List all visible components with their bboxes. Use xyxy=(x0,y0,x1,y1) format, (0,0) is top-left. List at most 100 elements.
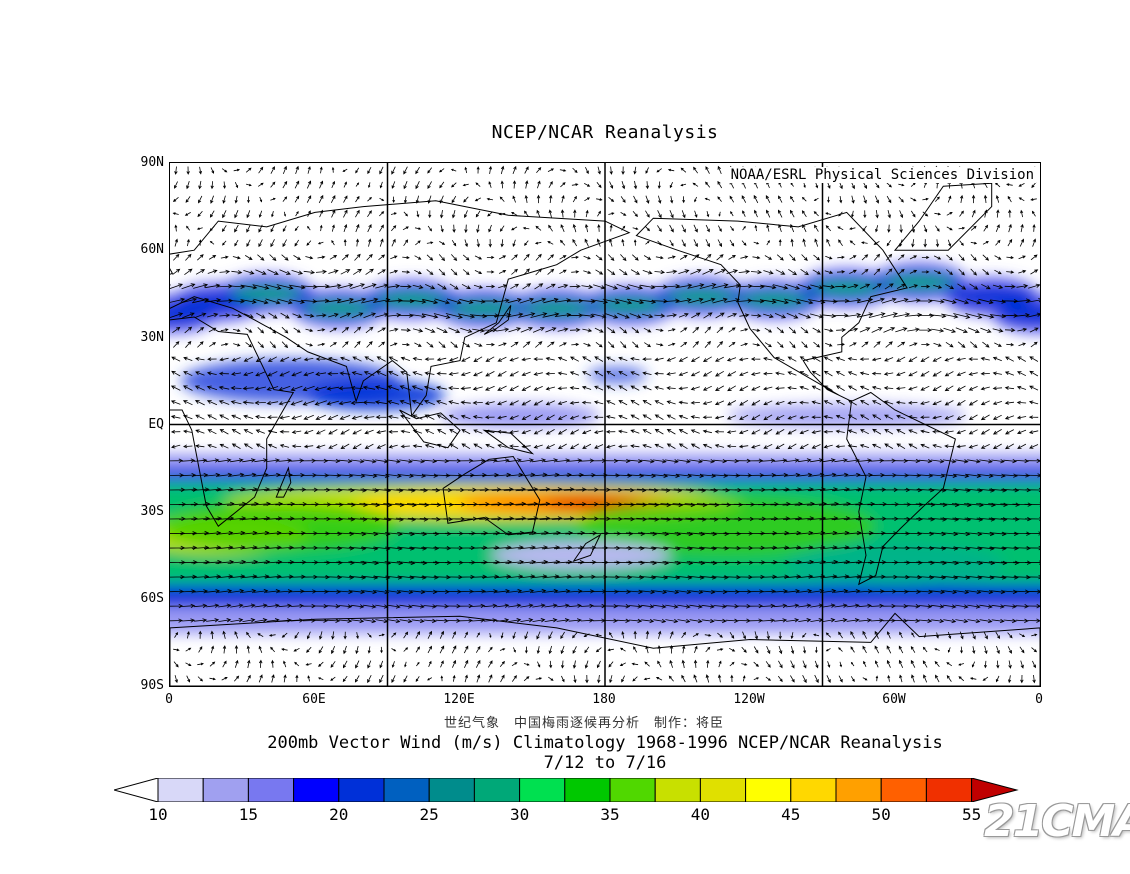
wind-vector-arrow xyxy=(219,357,229,362)
wind-vector-arrow xyxy=(400,444,410,449)
wind-vector-arrow xyxy=(232,328,241,332)
wind-vector-arrow xyxy=(690,356,700,362)
wind-vector-arrow xyxy=(524,194,528,203)
wind-vector-arrow xyxy=(194,618,208,623)
wind-vector-arrow xyxy=(621,238,625,247)
wind-vector-arrow xyxy=(1029,356,1039,362)
wind-vector-arrow xyxy=(257,182,264,187)
wind-vector-arrow xyxy=(702,370,712,377)
wind-vector-arrow xyxy=(450,341,458,348)
wind-vector-arrow xyxy=(942,298,957,304)
wind-vector-arrow xyxy=(687,283,705,289)
wind-vector-arrow xyxy=(1001,531,1019,536)
wind-vector-arrow xyxy=(314,386,327,391)
wind-vector-arrow xyxy=(907,327,920,332)
wind-vector-arrow xyxy=(763,414,773,421)
wind-vector-arrow xyxy=(1032,238,1037,247)
wind-vector-arrow xyxy=(219,414,229,420)
wind-vector-arrow xyxy=(790,195,795,203)
wind-vector-arrow xyxy=(210,167,215,174)
wind-vector-arrow xyxy=(1026,589,1040,594)
wind-vector-arrow xyxy=(451,195,457,204)
wind-vector-arrow xyxy=(694,210,698,218)
wind-vector-arrow xyxy=(536,194,541,204)
wind-vector-arrow xyxy=(643,327,652,333)
wind-vector-arrow xyxy=(921,270,930,274)
wind-vector-arrow xyxy=(1027,312,1040,318)
wind-vector-arrow xyxy=(535,225,542,231)
wind-vector-arrow xyxy=(364,356,374,362)
wind-vector-arrow xyxy=(923,633,927,639)
wind-vector-arrow xyxy=(367,675,372,684)
wind-vector-arrow xyxy=(702,385,712,391)
wind-vector-arrow xyxy=(717,196,722,202)
wind-vector-arrow xyxy=(764,342,772,348)
wind-vector-arrow xyxy=(775,371,785,376)
wind-vector-arrow xyxy=(884,283,894,290)
wind-vector-arrow xyxy=(183,356,193,361)
wind-vector-arrow xyxy=(376,430,386,434)
wind-vector-arrow xyxy=(847,327,859,332)
wind-vector-arrow xyxy=(957,283,967,290)
wind-vector-arrow xyxy=(475,659,481,668)
wind-vector-arrow xyxy=(220,328,229,332)
wind-vector-arrow xyxy=(813,254,821,261)
wind-vector-arrow xyxy=(304,313,315,318)
wind-vector-arrow xyxy=(871,443,882,449)
colorbar-swatch xyxy=(338,778,385,802)
wind-vector-arrow xyxy=(968,429,978,435)
wind-vector-arrow xyxy=(476,239,480,248)
wind-vector-arrow xyxy=(666,428,676,435)
wind-vector-arrow xyxy=(1001,546,1019,551)
wind-vector-arrow xyxy=(1027,458,1040,464)
wind-vector-arrow xyxy=(509,371,519,377)
wind-vector-arrow xyxy=(739,313,750,318)
wind-vector-arrow xyxy=(855,501,876,507)
wind-vector-arrow xyxy=(280,312,290,319)
wind-vector-arrow xyxy=(233,343,241,347)
wind-vector-arrow xyxy=(696,502,720,508)
lat-label-eq: EQ xyxy=(148,417,164,432)
wind-vector-arrow xyxy=(222,630,226,639)
wind-vector-arrow xyxy=(464,674,468,683)
wind-vector-arrow xyxy=(614,575,633,580)
wind-vector-arrow xyxy=(1018,197,1025,202)
wind-vector-arrow xyxy=(718,660,722,668)
wind-vector-arrow xyxy=(597,166,601,175)
wind-vector-arrow xyxy=(439,630,444,639)
wind-vector-arrow xyxy=(472,415,483,419)
wind-vector-arrow xyxy=(766,631,770,640)
wind-vector-arrow xyxy=(1002,589,1018,595)
colorbar-swatch xyxy=(654,778,701,802)
wind-vector-arrow xyxy=(894,298,909,304)
wind-vector-arrow xyxy=(921,255,930,259)
wind-vector-arrow xyxy=(751,414,761,421)
wind-vector-arrow xyxy=(222,210,227,219)
wind-vector-arrow xyxy=(750,372,761,376)
wind-vector-arrow xyxy=(739,385,749,391)
wind-vector-arrow xyxy=(959,194,964,203)
wind-vector-arrow xyxy=(367,632,372,638)
wind-vector-arrow xyxy=(277,472,293,478)
wind-vector-arrow xyxy=(290,458,305,463)
wind-vector-arrow xyxy=(759,545,778,550)
wind-vector-arrow xyxy=(497,429,507,434)
wind-vector-arrow xyxy=(609,181,614,189)
wind-vector-arrow xyxy=(197,254,204,261)
wind-vector-arrow xyxy=(633,166,637,175)
wind-vector-arrow xyxy=(870,458,885,463)
wind-vector-arrow xyxy=(907,618,921,623)
wind-vector-arrow xyxy=(967,604,981,609)
wind-vector-arrow xyxy=(572,223,577,233)
lon-label-180: 180 xyxy=(592,692,616,707)
wind-vector-arrow xyxy=(654,371,664,376)
wind-vector-arrow xyxy=(195,269,206,275)
wind-vector-arrow xyxy=(484,401,495,406)
wind-vector-arrow xyxy=(460,414,471,420)
wind-vector-arrow xyxy=(809,313,824,319)
wind-vector-arrow xyxy=(343,223,348,233)
wind-vector-arrow xyxy=(789,209,795,218)
wind-vector-arrow xyxy=(219,269,231,274)
wind-vector-arrow xyxy=(403,239,409,247)
wind-vector-arrow xyxy=(279,444,290,448)
